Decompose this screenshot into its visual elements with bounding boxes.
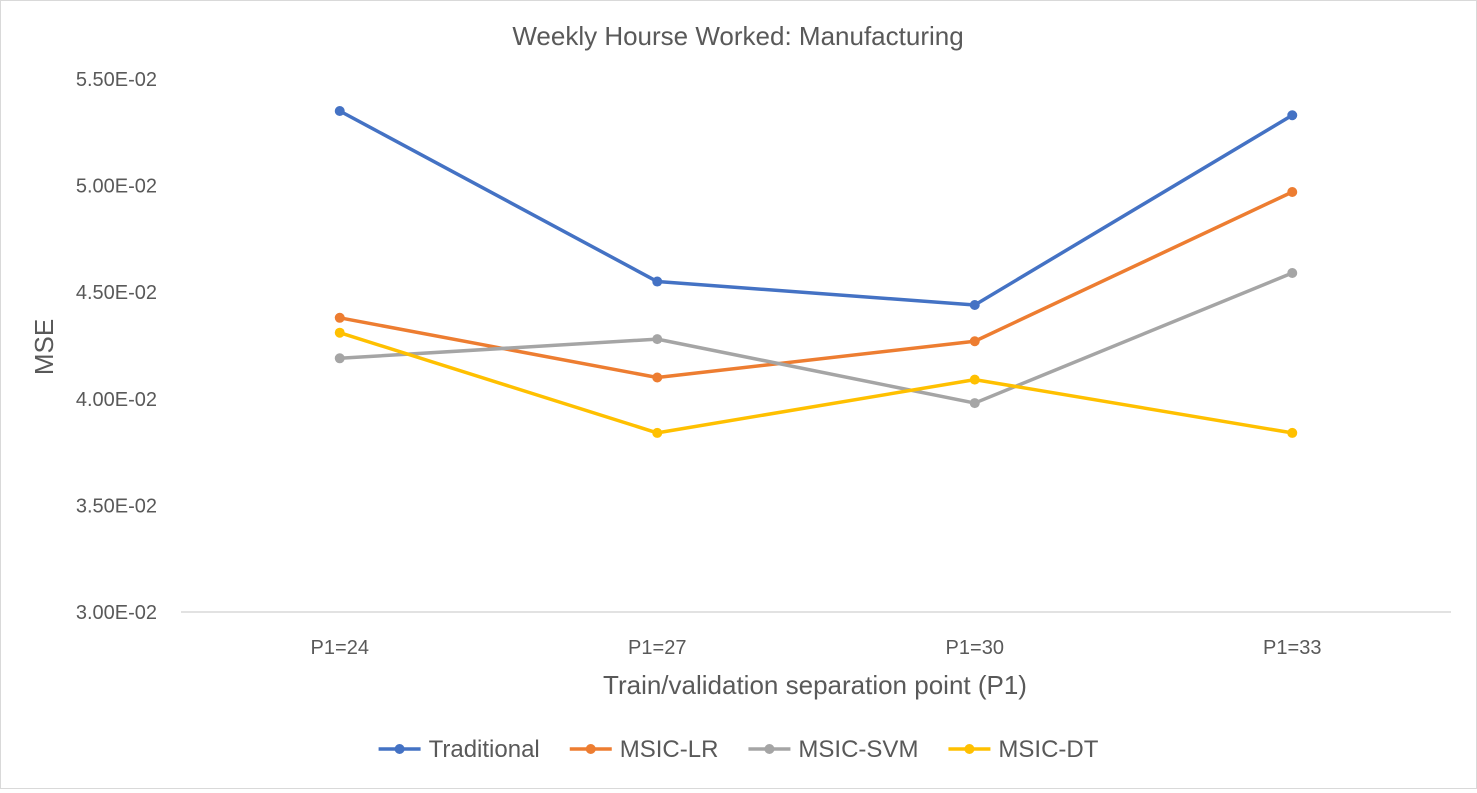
legend-label: MSIC-LR (620, 736, 719, 763)
data-point-msic-lr (652, 372, 663, 383)
series-msic-svm (334, 268, 1298, 409)
data-point-msic-svm (1287, 268, 1298, 279)
y-tick-label: 5.50E-02 (76, 69, 157, 91)
series-traditional (334, 105, 1298, 310)
legend-swatch-marker (964, 744, 975, 754)
x-tick-label: P1=24 (311, 637, 369, 659)
data-point-msic-lr (1287, 186, 1298, 197)
series-line-msic-svm (338, 271, 1294, 405)
x-axis-title: Train/validation separation point (P1) (603, 670, 1027, 700)
legend-label: MSIC-DT (998, 736, 1098, 763)
data-point-msic-lr (334, 312, 345, 323)
series-line-traditional (338, 109, 1294, 307)
legend-swatch-marker (585, 744, 596, 754)
series-layer (334, 105, 1298, 438)
data-point-msic-dt (969, 374, 980, 385)
data-point-msic-dt (334, 327, 345, 338)
y-tick-label: 3.50E-02 (76, 495, 157, 517)
series-msic-dt (334, 327, 1298, 438)
y-tick-label: 5.00E-02 (76, 176, 157, 198)
x-tick-label: P1=30 (946, 637, 1004, 659)
legend-label: Traditional (429, 736, 540, 763)
series-line-msic-dt (338, 330, 1294, 435)
x-axis-ticks: P1=24 P1=27 P1=30 P1=33 (311, 637, 1322, 659)
y-tick-label: 4.50E-02 (76, 282, 157, 304)
legend-item-msic-dt: MSIC-DT (948, 736, 1099, 763)
data-point-msic-svm (969, 398, 980, 409)
data-point-msic-dt (652, 427, 663, 438)
y-axis-title: MSE (29, 319, 59, 375)
y-tick-label: 4.00E-02 (76, 389, 157, 411)
chart-title: Weekly Hourse Worked: Manufacturing (512, 21, 963, 51)
y-tick-label: 3.00E-02 (76, 602, 157, 624)
legend-swatch-marker (764, 744, 775, 754)
legend: Traditional MSIC-LR MSIC-SVM MSIC-DT (378, 736, 1099, 763)
data-point-traditional (969, 299, 980, 310)
series-msic-lr (334, 186, 1298, 383)
legend-item-traditional: Traditional (378, 736, 540, 763)
y-axis-ticks: 3.00E-02 3.50E-02 4.00E-02 4.50E-02 5.00E-02… (76, 69, 157, 624)
legend-swatch-marker (394, 744, 405, 754)
data-point-traditional (652, 276, 663, 287)
data-point-msic-svm (652, 334, 663, 345)
data-point-msic-lr (969, 336, 980, 347)
legend-label: MSIC-SVM (798, 736, 918, 763)
legend-item-msic-lr: MSIC-LR (569, 736, 719, 763)
x-tick-label: P1=27 (628, 637, 686, 659)
legend-item-msic-svm: MSIC-SVM (748, 736, 918, 763)
data-point-msic-dt (1287, 427, 1298, 438)
x-tick-label: P1=33 (1263, 637, 1321, 659)
data-point-msic-svm (334, 353, 345, 364)
data-point-traditional (1287, 110, 1298, 121)
data-point-traditional (334, 105, 345, 116)
